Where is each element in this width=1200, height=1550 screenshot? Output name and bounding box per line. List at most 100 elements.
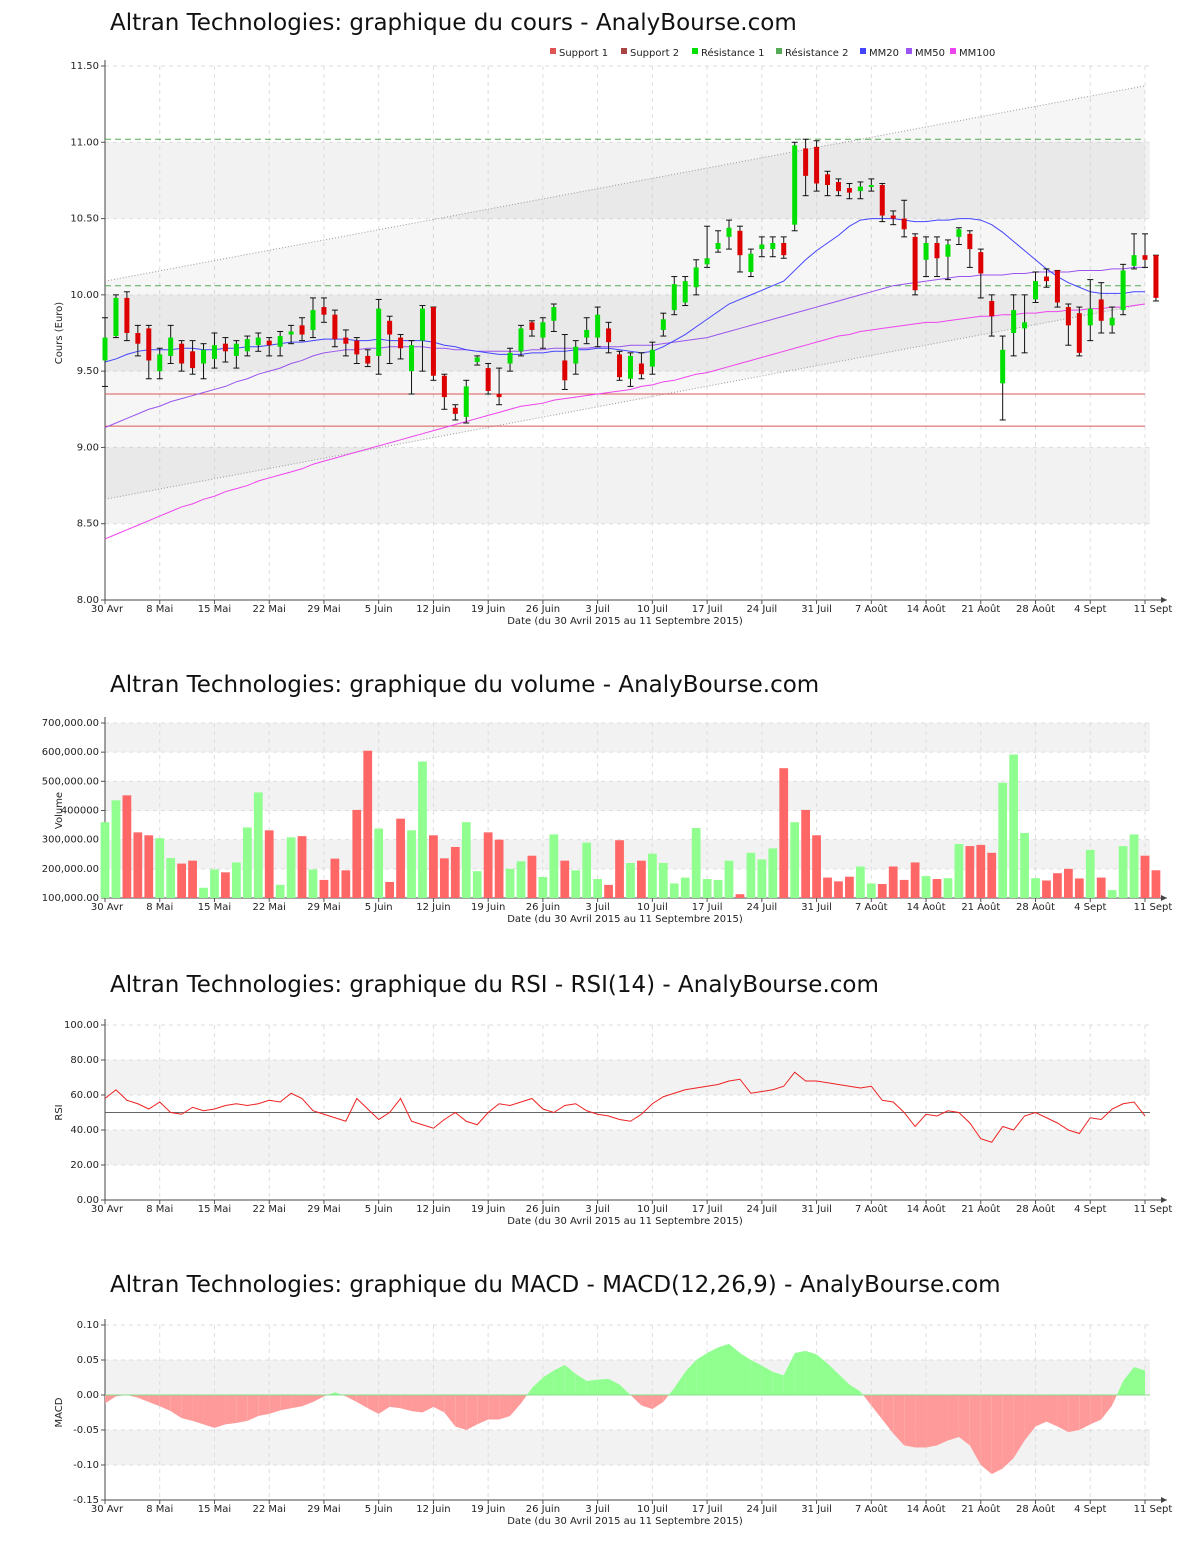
volume-bar bbox=[615, 840, 624, 898]
macd-area-segment bbox=[510, 1395, 521, 1416]
legend-label: Résistance 1 bbox=[701, 47, 764, 59]
candle-body bbox=[770, 242, 776, 250]
macd-area-segment bbox=[1024, 1395, 1036, 1441]
volume-xtick-label: 29 Mai bbox=[307, 902, 340, 913]
macd-area-segment bbox=[433, 1395, 445, 1413]
candle-body bbox=[387, 320, 393, 335]
price-xtick-label: 7 Août bbox=[855, 603, 888, 615]
macd-area-segment bbox=[170, 1395, 182, 1419]
candle-body bbox=[912, 236, 918, 291]
macd-area-segment bbox=[553, 1364, 565, 1395]
volume-bar bbox=[1151, 870, 1161, 898]
candle-body bbox=[102, 337, 108, 361]
rsi-ytick-label: 60.00 bbox=[70, 1090, 99, 1101]
macd-xtick-label: 4 Sept bbox=[1074, 1504, 1106, 1515]
rsi-y-axis-title: RSI bbox=[54, 1104, 65, 1120]
macd-area-segment bbox=[685, 1360, 697, 1395]
volume-bar bbox=[571, 870, 581, 898]
candle-body bbox=[518, 328, 524, 352]
macd-area-segment bbox=[718, 1343, 729, 1395]
price-xtick-label: 17 Juil bbox=[692, 604, 723, 615]
candle-body bbox=[244, 339, 250, 352]
macd-area-segment bbox=[805, 1350, 817, 1395]
macd-xtick-label: 28 Août bbox=[1016, 1503, 1055, 1515]
volume-bar bbox=[472, 871, 482, 898]
candle-body bbox=[398, 337, 404, 349]
volume-xtick-label: 4 Sept bbox=[1074, 902, 1106, 913]
volume-bar bbox=[352, 809, 362, 898]
macd-ytick-label: 0.00 bbox=[77, 1390, 99, 1401]
candle-body bbox=[321, 307, 327, 315]
macd-ytick-label: -0.05 bbox=[73, 1425, 99, 1436]
volume-bar bbox=[1074, 878, 1084, 898]
volume-bar bbox=[680, 877, 690, 898]
rsi-x-axis-title: Date (du 30 Avril 2015 au 11 Septembre 2… bbox=[507, 1216, 743, 1227]
price-xtick-label: 4 Sept bbox=[1074, 604, 1106, 615]
volume-bar bbox=[429, 835, 438, 898]
candle-body bbox=[1065, 307, 1071, 326]
macd-area-segment bbox=[958, 1395, 970, 1446]
volume-ytick-label: 700,000.00 bbox=[42, 718, 99, 729]
macd-area-segment bbox=[641, 1395, 653, 1409]
macd-area-segment bbox=[630, 1395, 642, 1406]
volume-bar bbox=[111, 800, 121, 898]
volume-bar bbox=[210, 869, 219, 898]
volume-bar bbox=[407, 830, 416, 898]
price-xtick-label: 30 Avr bbox=[91, 604, 124, 615]
macd-area-segment bbox=[761, 1365, 773, 1395]
candle-body bbox=[803, 148, 809, 176]
volume-ytick-label: 500,000.00 bbox=[42, 776, 99, 787]
macd-area-segment bbox=[444, 1395, 456, 1427]
volume-bar bbox=[221, 872, 230, 898]
macd-xtick-label: 5 Juin bbox=[365, 1504, 393, 1515]
macd-area-segment bbox=[302, 1395, 313, 1407]
macd-x-arrow bbox=[1161, 1497, 1167, 1503]
candle-body bbox=[222, 343, 228, 352]
rsi-band bbox=[105, 1130, 1150, 1165]
volume-bar bbox=[834, 881, 843, 898]
candle-body bbox=[759, 244, 765, 250]
rsi-xtick-label: 3 Juil bbox=[585, 1204, 609, 1215]
candle-body bbox=[277, 336, 283, 347]
macd-area-segment bbox=[597, 1378, 609, 1395]
volume-xtick-label: 12 Juin bbox=[416, 902, 450, 913]
macd-xtick-label: 31 Juil bbox=[801, 1504, 832, 1515]
macd-chart-title: Altran Technologies: graphique du MACD -… bbox=[110, 1272, 1001, 1298]
macd-area-segment bbox=[334, 1392, 343, 1395]
volume-bar bbox=[801, 809, 811, 898]
macd-area-segment bbox=[236, 1395, 248, 1423]
price-y-axis-title: Cours (Euro) bbox=[54, 302, 65, 365]
macd-ytick-label: 0.10 bbox=[77, 1320, 99, 1331]
price-chart: Altran Technologies: graphique du cours … bbox=[0, 0, 1200, 640]
price-xtick-label: 8 Mai bbox=[146, 604, 173, 615]
volume-xtick-label: 10 Juil bbox=[637, 902, 668, 913]
macd-area-segment bbox=[926, 1395, 937, 1448]
candle-body bbox=[606, 328, 612, 343]
candle-body bbox=[310, 310, 316, 330]
volume-xtick-label: 31 Juil bbox=[801, 902, 832, 913]
volume-bar bbox=[965, 846, 975, 898]
rsi-x-arrow bbox=[1161, 1197, 1167, 1203]
volume-ytick-label: 100,000.00 bbox=[42, 893, 99, 904]
volume-bar bbox=[604, 884, 613, 898]
macd-area-segment bbox=[827, 1363, 839, 1395]
rsi-line bbox=[104, 1071, 1146, 1143]
candle-body bbox=[748, 253, 754, 272]
volume-bar bbox=[242, 827, 252, 898]
volume-bar bbox=[1140, 855, 1150, 898]
candle-body bbox=[835, 181, 841, 192]
macd-area-segment bbox=[980, 1395, 992, 1475]
volume-y-axis-title: Volume bbox=[54, 792, 65, 829]
macd-area-segment bbox=[291, 1395, 303, 1409]
macd-band bbox=[105, 1360, 1150, 1395]
volume-bar bbox=[855, 866, 865, 898]
candle-body bbox=[496, 394, 502, 398]
macd-area-segment bbox=[1046, 1395, 1058, 1427]
macd-xtick-label: 12 Juin bbox=[416, 1504, 450, 1515]
volume-bar bbox=[779, 768, 789, 898]
macd-area-segment bbox=[1068, 1395, 1080, 1433]
candle-body bbox=[409, 345, 415, 372]
macd-area-segment bbox=[707, 1347, 719, 1395]
candle-body bbox=[211, 345, 217, 359]
volume-ytick-label: 600,000.00 bbox=[42, 747, 99, 758]
